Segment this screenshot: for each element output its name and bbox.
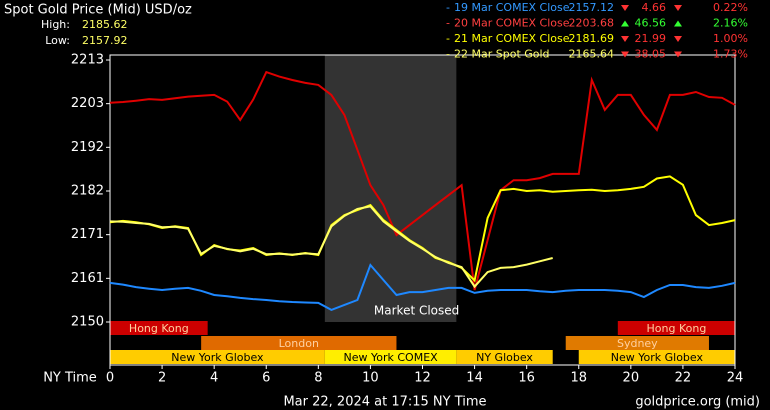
trend-arrow <box>674 5 682 11</box>
legend-swatch: - <box>446 1 450 14</box>
session-bar <box>324 350 457 364</box>
plot-frame <box>109 54 736 366</box>
x-tick-label: 16 <box>518 371 535 386</box>
closed-label: Market Closed <box>374 304 459 318</box>
y-tick-label: 2171 <box>71 227 104 242</box>
x-tick-label: 14 <box>466 371 483 386</box>
trend-arrow <box>621 36 629 42</box>
x-tick-label: 10 <box>362 371 379 386</box>
legend-pct: 1.73% <box>713 48 748 61</box>
y-tick-label: 2182 <box>71 183 104 198</box>
legend-change: 21.99 <box>635 32 667 45</box>
session-label: Hong Kong <box>129 322 189 335</box>
y-tick-label: 2150 <box>71 315 104 330</box>
x-tick-label: 18 <box>570 371 587 386</box>
session-label: Sydney <box>617 337 658 350</box>
legend-name: 21 Mar COMEX Close <box>454 32 570 45</box>
x-tick-label: 24 <box>727 371 744 386</box>
trend-arrow <box>621 20 629 27</box>
session-label: New York COMEX <box>344 351 439 364</box>
source: goldprice.org (mid) <box>635 395 760 410</box>
series-line <box>109 70 736 291</box>
legend-pct: 0.22% <box>713 1 748 14</box>
timestamp: Mar 22, 2024 at 17:15 NY Time <box>283 395 486 410</box>
y-tick-label: 2192 <box>71 140 104 155</box>
legend-name: 22 Mar Spot Gold <box>454 48 550 61</box>
legend-swatch: - <box>446 48 450 61</box>
x-axis-label: NY Time <box>43 371 97 386</box>
legend-last: 2157.12 <box>569 1 615 14</box>
session-label: New York Globex <box>611 351 704 364</box>
session-bar <box>617 321 735 335</box>
x-tick-label: 8 <box>314 371 322 386</box>
session-label: London <box>279 337 319 350</box>
session-bar <box>110 350 325 364</box>
legend-last: 2181.69 <box>569 32 615 45</box>
session-label: Hong Kong <box>647 322 707 335</box>
legend-swatch: - <box>446 17 450 30</box>
session-bar <box>201 336 397 350</box>
trend-arrow <box>621 5 629 11</box>
high-value: 2185.62 <box>82 18 128 31</box>
legend-name: 19 Mar COMEX Close <box>454 1 570 14</box>
session-bar <box>578 350 735 364</box>
legend-change: 38.05 <box>635 48 667 61</box>
legend-pct: 2.16% <box>713 17 748 30</box>
legend-name: 20 Mar COMEX Close <box>454 17 570 30</box>
high-label: High: <box>41 18 70 31</box>
legend-change: 4.66 <box>642 1 667 14</box>
y-tick-label: 2203 <box>71 96 104 111</box>
x-tick-label: 6 <box>262 371 270 386</box>
session-bar <box>456 350 553 364</box>
y-tick-label: 2213 <box>71 52 104 67</box>
session-bar <box>110 321 208 335</box>
legend-last: 2165.64 <box>569 48 615 61</box>
trend-arrow <box>674 51 682 58</box>
session-label: New York Globex <box>171 351 264 364</box>
legend-change: 46.56 <box>635 17 667 30</box>
legend-pct: 1.00% <box>713 32 748 45</box>
x-tick-label: 2 <box>158 371 166 386</box>
y-tick-label: 2161 <box>71 271 104 286</box>
x-tick-label: 20 <box>623 371 640 386</box>
session-bar <box>565 336 709 350</box>
trend-arrow <box>621 51 629 58</box>
session-label: NY Globex <box>476 351 533 364</box>
x-tick-label: 12 <box>414 371 431 386</box>
trend-arrow <box>674 20 682 27</box>
legend-swatch: - <box>446 32 450 45</box>
low-label: Low: <box>45 34 70 47</box>
trend-arrow <box>674 36 682 42</box>
chart-title: Spot Gold Price (Mid) USD/oz <box>4 3 192 18</box>
low-value: 2157.92 <box>82 34 128 47</box>
series-line <box>109 263 736 311</box>
x-tick-label: 0 <box>106 371 114 386</box>
legend-last: 2203.68 <box>569 17 615 30</box>
x-tick-label: 22 <box>675 371 692 386</box>
x-tick-label: 4 <box>210 371 218 386</box>
series-line <box>109 205 553 289</box>
closed-region <box>324 55 457 322</box>
